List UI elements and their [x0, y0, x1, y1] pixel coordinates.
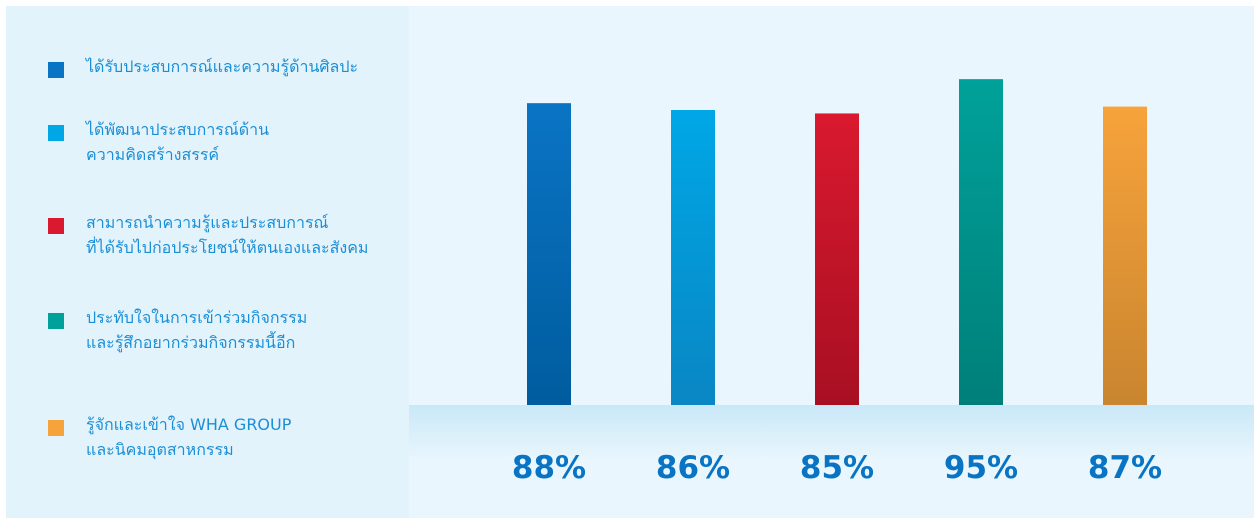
chart-area: 88% 86% 85% 95% 87% [409, 6, 1254, 518]
legend-label: ได้รับประสบการณ์และความรู้ด้านศิลปะ [86, 57, 359, 76]
legend-swatch [48, 62, 64, 78]
legend-label: สามารถนำความรู้และประสบการณ์ ที่ได้รับไปก… [86, 213, 369, 257]
bar [959, 79, 1003, 406]
bar [1103, 106, 1147, 405]
bar [815, 113, 859, 405]
legend-swatch [48, 125, 64, 141]
legend-label: ได้พัฒนาประสบการณ์ด้าน ความคิดสร้างสรรค์ [86, 120, 270, 164]
legend-label: รู้จักและเข้าใจ WHA GROUP และนิคมอุตสาหกร… [86, 415, 292, 459]
bar [527, 103, 571, 405]
bar [671, 110, 715, 406]
legend: ได้รับประสบการณ์และความรู้ด้านศิลปะได้พั… [6, 6, 409, 518]
bar-chart: 88% 86% 85% 95% 87% [409, 79, 1254, 486]
value-label: 86% [656, 450, 730, 486]
legend-swatch [48, 420, 64, 436]
value-label: 87% [1088, 450, 1162, 486]
value-label: 88% [512, 450, 586, 486]
legend-swatch [48, 313, 64, 329]
value-label: 95% [944, 450, 1018, 486]
legend-swatch [48, 218, 64, 234]
chart-floor [409, 405, 1254, 460]
value-label: 85% [800, 450, 874, 486]
legend-label: ประทับใจในการเข้าร่วมกิจกรรม และรู้สึกอยา… [86, 308, 308, 352]
